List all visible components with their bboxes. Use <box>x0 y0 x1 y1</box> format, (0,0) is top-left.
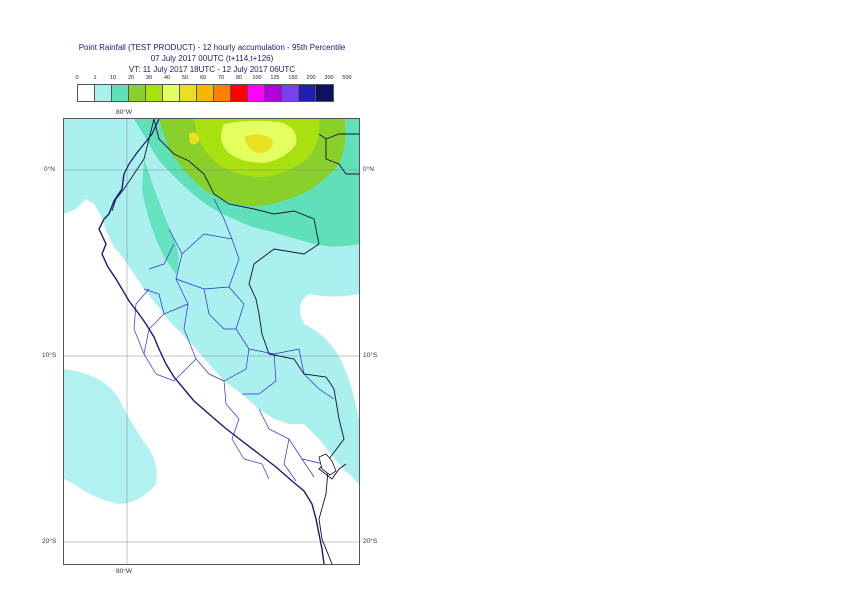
rain-area-gold <box>189 132 273 153</box>
legend-threshold-label: 50 <box>181 75 189 81</box>
legend-swatch <box>180 85 197 101</box>
legend-threshold-label: 100 <box>252 75 262 81</box>
title-line-2: 07 July 2017 00UTC (t+114,t+126) <box>150 54 274 63</box>
rain-area-moderate-2 <box>142 159 179 274</box>
admin-boundaries <box>133 198 335 482</box>
legend-threshold-label: 60 <box>199 75 207 81</box>
legend-swatch <box>214 85 231 101</box>
lake-titicaca <box>318 453 337 476</box>
title-line-1: Point Rainfall (TEST PRODUCT) - 12 hourl… <box>78 43 346 52</box>
lon-label-top: 80°W <box>116 109 132 116</box>
legend-threshold-label: 20 <box>127 75 135 81</box>
rain-area-light-east <box>324 389 359 484</box>
legend-threshold-label: 1 <box>93 75 97 81</box>
legend-threshold-labels: 0 1 10 20 30 40 50 60 70 80 100 125 150 200 300 500 <box>74 75 351 84</box>
legend-threshold-label: 500 <box>342 75 352 81</box>
legend-threshold-label: 10 <box>109 75 117 81</box>
lat-label-0-right: 0°N <box>363 166 374 173</box>
legend-swatch <box>248 85 265 101</box>
legend-swatch <box>299 85 316 101</box>
legend-swatch <box>163 85 180 101</box>
lon-label-bottom: 80°W <box>116 568 132 575</box>
legend-threshold-label: 0 <box>75 75 79 81</box>
legend-swatch <box>197 85 214 101</box>
lat-label-10-left: 10°S <box>42 352 57 359</box>
legend-swatch <box>146 85 163 101</box>
map-title-block: Point Rainfall (TEST PRODUCT) - 12 hourl… <box>0 42 424 75</box>
coastline-north <box>123 119 160 175</box>
graticule <box>64 119 359 564</box>
legend-threshold-label: 80 <box>235 75 243 81</box>
legend-threshold-label: 150 <box>288 75 298 81</box>
legend-swatch <box>78 85 95 101</box>
coastline <box>98 173 325 564</box>
legend-threshold-label: 30 <box>145 75 153 81</box>
rain-area-light-sw <box>64 119 104 179</box>
lat-label-10-right: 10°S <box>363 352 378 359</box>
legend-swatch <box>231 85 248 101</box>
legend-swatch <box>265 85 282 101</box>
legend-threshold-label: 40 <box>163 75 171 81</box>
legend-threshold-label: 125 <box>270 75 280 81</box>
rainfall-map: 80°W 80°W 0°N 0°N 10°S 10°S 20°S 20°S <box>42 109 377 575</box>
legend-threshold-label: 200 <box>306 75 316 81</box>
map-canvas <box>64 119 359 564</box>
lat-label-20-left: 20°S <box>42 538 57 545</box>
legend-swatch <box>112 85 129 101</box>
legend-threshold-label: 70 <box>217 75 225 81</box>
legend-swatch <box>282 85 299 101</box>
lat-label-20-right: 20°S <box>363 538 378 545</box>
color-legend-bar <box>77 84 334 102</box>
legend-threshold-label: 300 <box>324 75 334 81</box>
legend-swatch <box>95 85 112 101</box>
legend-swatch <box>316 85 333 101</box>
title-line-3: VT: 11 July 2017 18UTC - 12 July 2017 06… <box>128 65 296 74</box>
legend-swatch <box>129 85 146 101</box>
lat-label-0-left: 0°N <box>44 166 55 173</box>
rain-area-light-west <box>64 369 157 504</box>
